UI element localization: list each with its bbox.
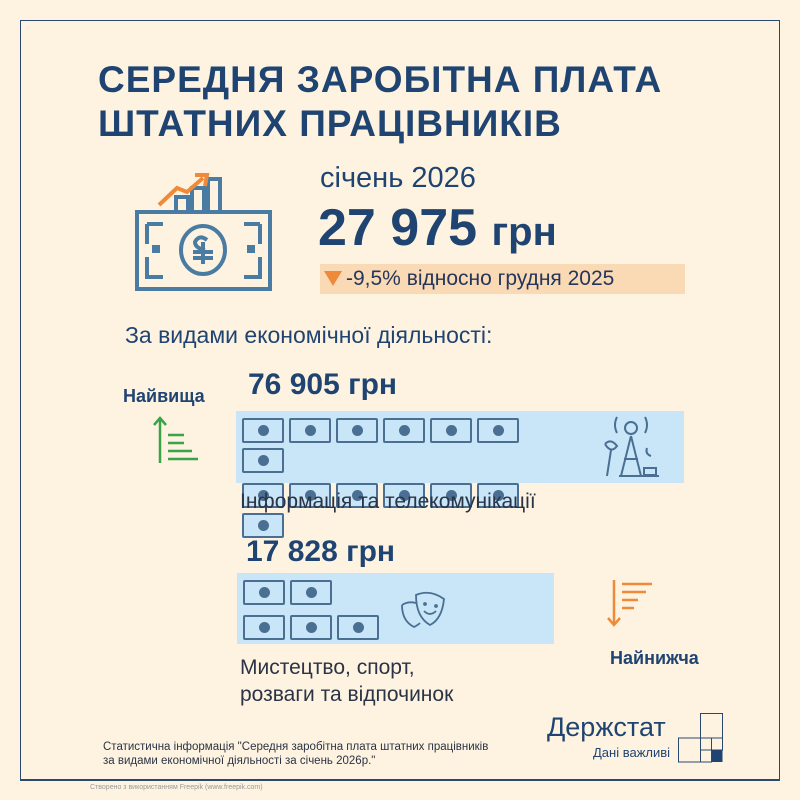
- telecom-tower-icon: [604, 416, 659, 477]
- banknote-icon: [477, 418, 519, 443]
- highest-label: Найвища: [123, 386, 205, 406]
- banknote-icon: [242, 513, 284, 538]
- banknote-icon: [242, 483, 284, 508]
- banknote-icon: [337, 615, 379, 640]
- banknote-icon: [383, 418, 425, 443]
- lowest-category-line-2: розваги та відпочинок: [240, 683, 454, 706]
- banknote-icon: [336, 483, 378, 508]
- page-frame: [20, 20, 780, 781]
- source-line-1: Статистична інформація "Середня заробітн…: [103, 741, 489, 753]
- down-triangle-icon: [324, 271, 342, 286]
- average-salary: 27 975 грн: [318, 198, 557, 258]
- source-note: Статистична інформація "Середня заробітн…: [103, 740, 488, 768]
- highest-category: Інформація та телекомунікації: [240, 490, 536, 513]
- credit-text: Створено з використанням Freepik (www.fr…: [90, 784, 263, 791]
- derzhstat-logo: Держстат: [547, 712, 666, 742]
- sort-ascending-icon: [153, 416, 198, 463]
- banknote-icon: [430, 418, 472, 443]
- lowest-label: Найнижча: [610, 648, 699, 668]
- banknote-icon: [243, 580, 285, 605]
- banknote-icon: [242, 448, 284, 473]
- sort-descending-icon: [607, 580, 652, 627]
- change-badge: -9,5% відносно грудня 2025: [320, 264, 685, 294]
- banknote-icon: [477, 483, 519, 508]
- page-title: СЕРЕДНЯ ЗАРОБІТНА ПЛАТА ШТАТНИХ ПРАЦІВНИ…: [98, 58, 662, 146]
- money-growth-icon: [135, 173, 272, 291]
- breakdown-subtitle: За видами економічної діяльності:: [125, 322, 493, 348]
- banknote-icon: [430, 483, 472, 508]
- banknote-icon: [242, 418, 284, 443]
- banknote-icon: [290, 580, 332, 605]
- lowest-value: 17 828 грн: [246, 535, 396, 568]
- logo-grid-icon: [678, 713, 723, 763]
- title-line-2: ШТАТНИХ ПРАЦІВНИКІВ: [98, 103, 562, 144]
- banknote-icon: [289, 418, 331, 443]
- period-label: січень 2026: [320, 162, 476, 194]
- lowest-category-line-1: Мистецтво, спорт,: [240, 656, 415, 679]
- theater-masks-icon: [401, 591, 445, 629]
- change-text: -9,5% відносно грудня 2025: [346, 267, 615, 290]
- logo-slogan: Дані важливі: [593, 745, 671, 760]
- lowest-category: Мистецтво, спорт, розваги та відпочинок: [240, 654, 453, 708]
- average-value: 27 975: [318, 199, 478, 257]
- currency-unit: грн: [491, 210, 557, 254]
- source-line-2: за видами економічної діяльності за січе…: [103, 755, 376, 767]
- lowest-bills-band: [237, 573, 554, 644]
- banknote-icon: [290, 615, 332, 640]
- banknote-icon: [383, 483, 425, 508]
- title-line-1: СЕРЕДНЯ ЗАРОБІТНА ПЛАТА: [98, 59, 663, 100]
- highest-bills-band: [236, 411, 684, 538]
- banknote-icon: [336, 418, 378, 443]
- banknote-icon: [243, 615, 285, 640]
- banknote-icon: [289, 483, 331, 508]
- highest-value: 76 905 грн: [248, 368, 398, 401]
